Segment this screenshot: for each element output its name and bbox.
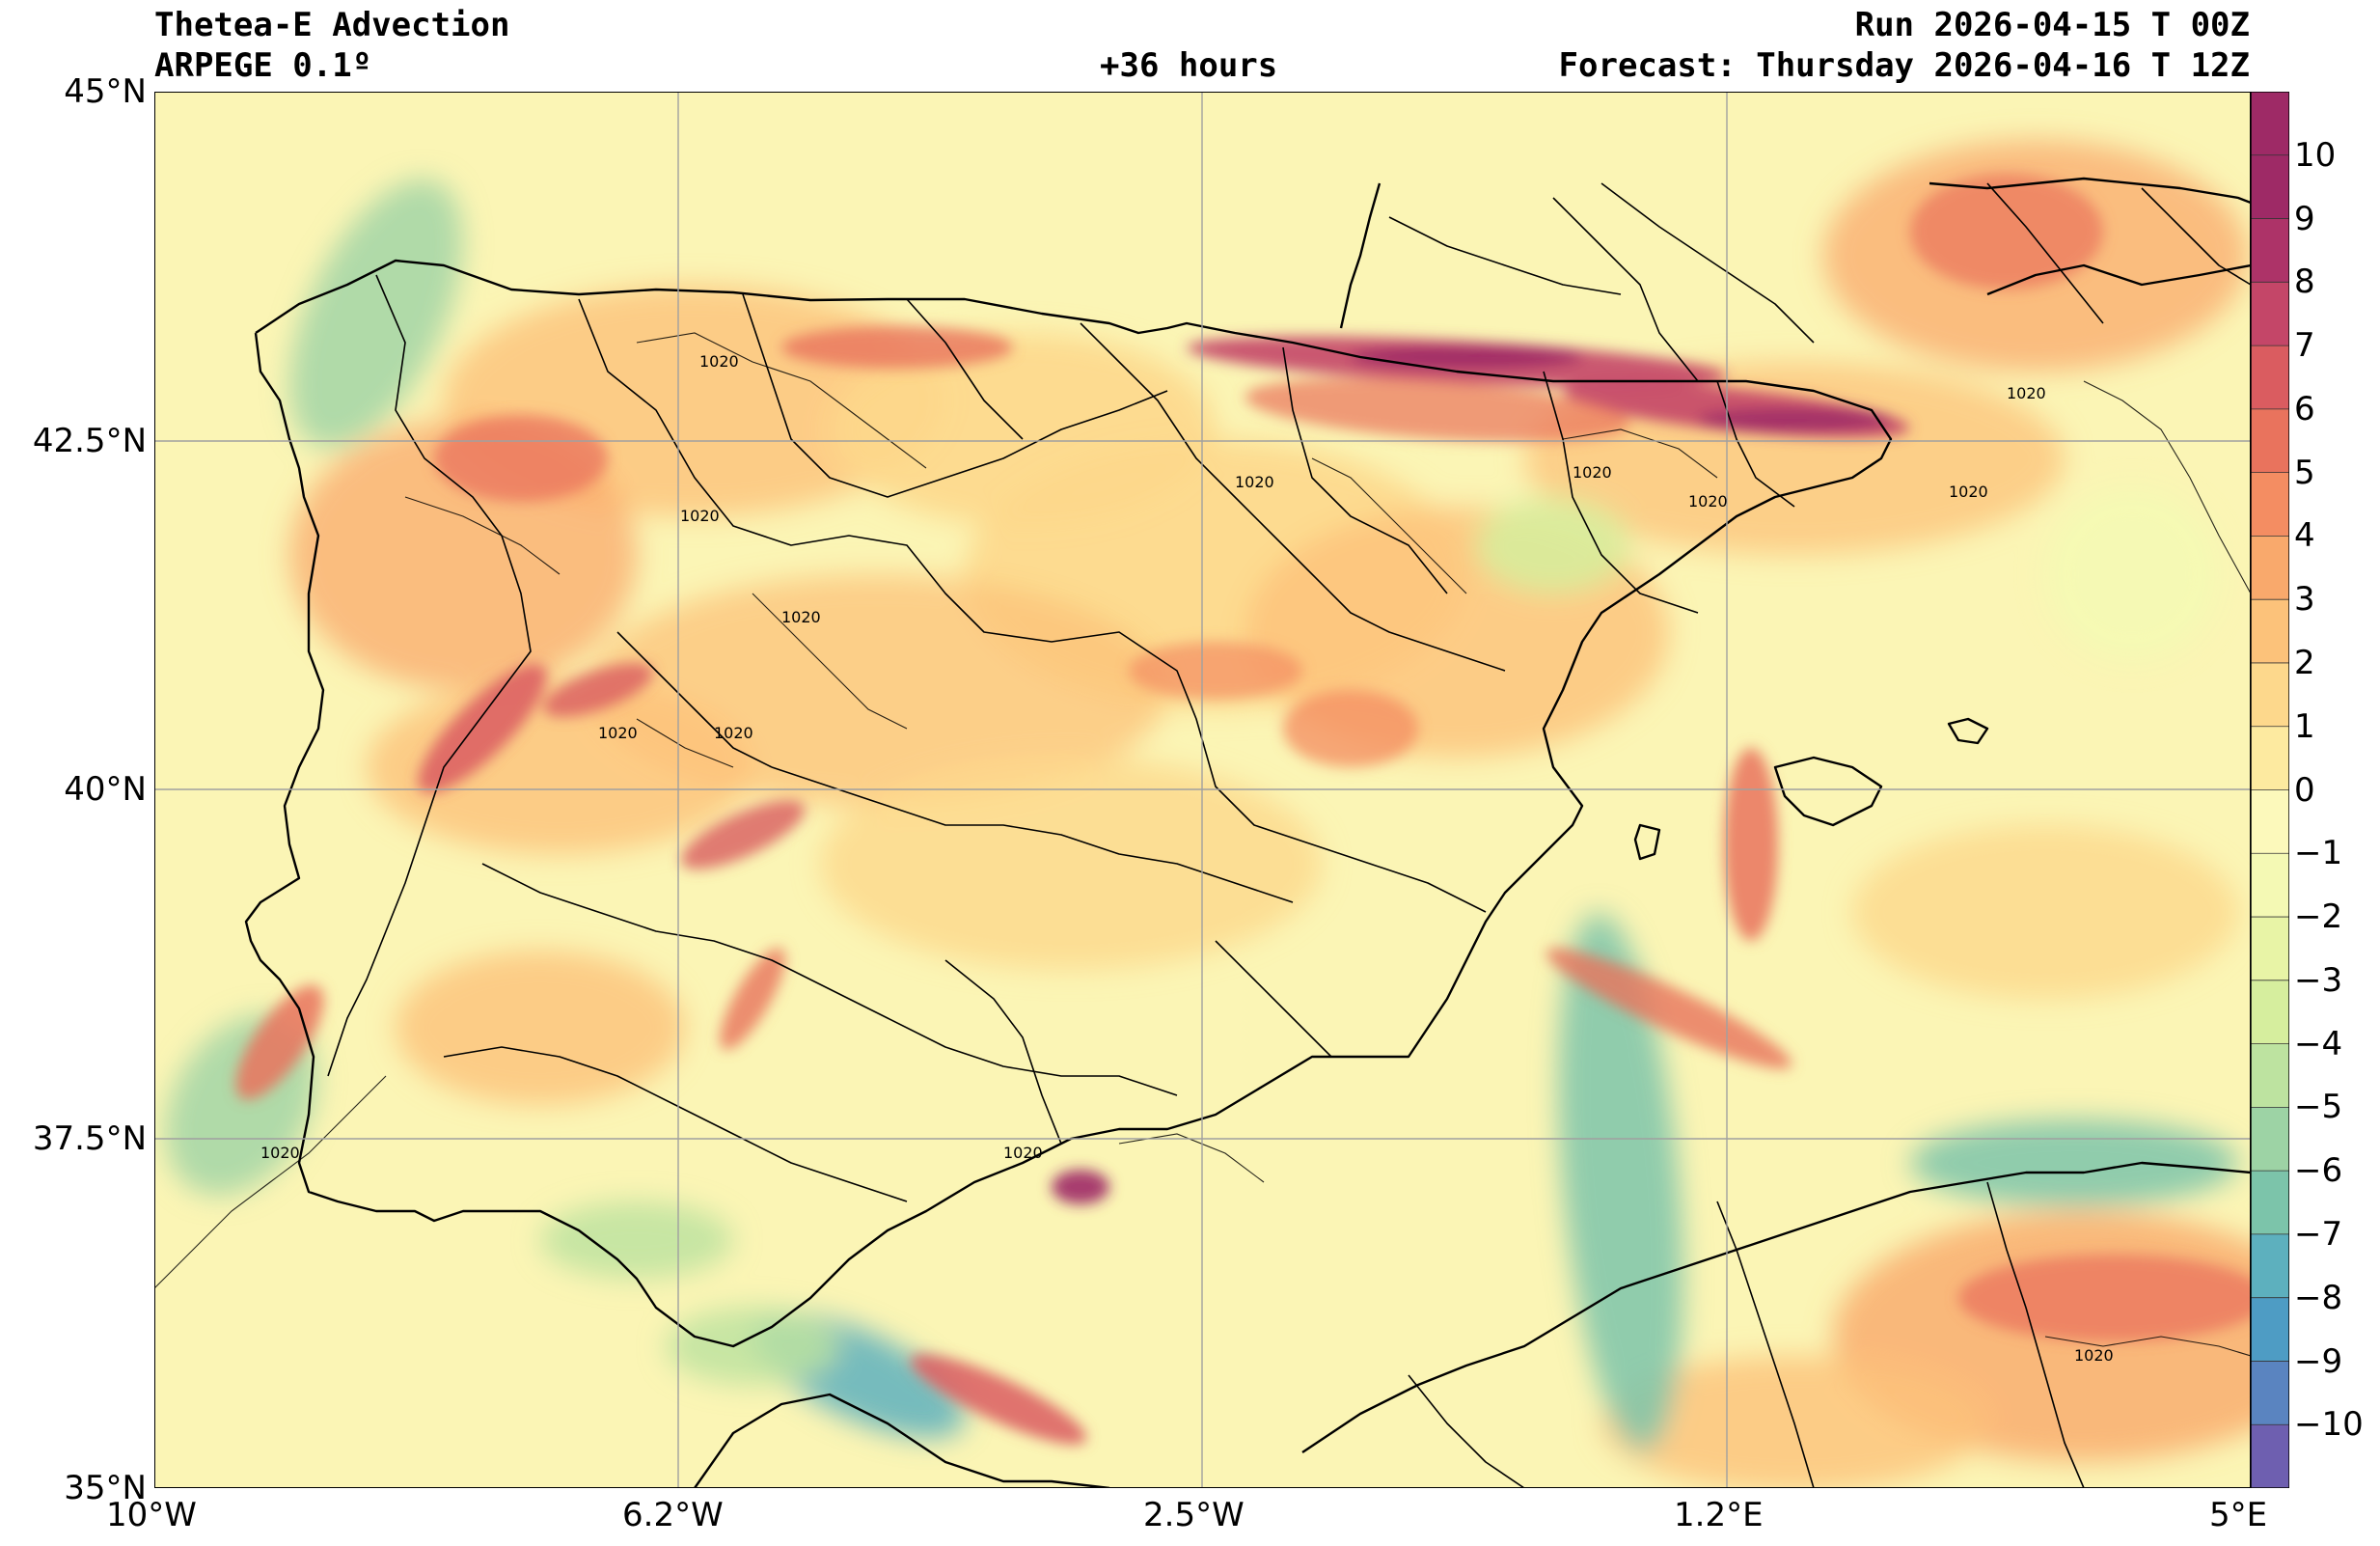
isobar-label: 1020 — [2007, 384, 2046, 402]
colorbar-tick-label: −1 — [2294, 834, 2343, 873]
colorbar-tick-label: −7 — [2294, 1214, 2343, 1254]
colorbar-band — [2251, 1043, 2289, 1108]
run-time-label: Run 2026-04-15 T 00Z — [1854, 6, 2250, 44]
colorbar-band — [2251, 282, 2289, 346]
graticule — [154, 92, 2251, 1488]
colorbar-band — [2251, 472, 2289, 538]
isobar-label: 1020 — [1235, 473, 1274, 491]
ibiza — [1633, 823, 1661, 861]
colorbar-band — [2251, 853, 2289, 918]
map-title: Thetea-E Advection — [154, 6, 510, 44]
colorbar-tick-label: 5 — [2294, 453, 2315, 492]
colorbar-tick-label: 0 — [2294, 770, 2315, 810]
colorbar-band — [2251, 154, 2289, 220]
isobar-label: 1020 — [260, 1144, 300, 1162]
colorbar-tick-label: −4 — [2294, 1024, 2343, 1063]
lon-label-6-2w: 6.2°W — [622, 1496, 724, 1534]
coastlines — [244, 177, 2251, 1488]
isobar-labels: 1020 1020 1020 1020 1020 1020 1020 1020 … — [260, 352, 2114, 1365]
lat-label-37-5n: 37.5°N — [32, 1119, 147, 1158]
lead-time-label: +36 hours — [1100, 46, 1278, 85]
lat-label-40n: 40°N — [64, 770, 147, 809]
colorbar-tick-label: 7 — [2294, 326, 2315, 366]
colorbar-tick-label: −10 — [2294, 1405, 2364, 1445]
colorbar-tick-label: −9 — [2294, 1341, 2343, 1381]
lon-label-10w: 10°W — [106, 1496, 197, 1534]
colorbar-tick-label: 8 — [2294, 262, 2315, 302]
colorbar-band — [2251, 980, 2289, 1045]
isobar-label: 1020 — [1688, 492, 1728, 511]
colorbar-tick-label: 10 — [2294, 135, 2337, 175]
colorbar-band — [2251, 1297, 2289, 1363]
isobar-label: 1020 — [1003, 1144, 1043, 1162]
colorbar-band — [2251, 789, 2289, 854]
colorbar-band — [2251, 536, 2289, 600]
isobar-label: 1020 — [680, 507, 720, 525]
colorbar-band — [2251, 1233, 2289, 1299]
colorbar-band — [2251, 1424, 2289, 1488]
colorbar-tick-label: 4 — [2294, 516, 2315, 556]
theta-e-advection-map: 1020 1020 1020 1020 1020 1020 1020 1020 … — [154, 92, 2251, 1488]
colorbar-band — [2251, 1171, 2289, 1235]
colorbar-tick-label: 9 — [2294, 199, 2315, 238]
colorbar-tick-label: −8 — [2294, 1278, 2343, 1317]
colorbar-band — [2251, 1107, 2289, 1172]
colorbar-bands — [2251, 92, 2289, 1488]
lat-label-42-5n: 42.5°N — [32, 422, 147, 460]
menorca — [1947, 717, 1989, 745]
isobar-label: 1020 — [1949, 483, 1988, 501]
isobar-label: 1020 — [2074, 1346, 2114, 1365]
colorbar-tick-label: −5 — [2294, 1088, 2343, 1127]
mallorca — [1773, 756, 1883, 827]
lat-label-35n: 35°N — [64, 1469, 147, 1507]
colorbar-tick-label: 6 — [2294, 389, 2315, 428]
colorbar-band — [2251, 917, 2289, 981]
colorbar-tick-label: −2 — [2294, 897, 2343, 936]
colorbar-band — [2251, 218, 2289, 283]
isobar-label: 1020 — [598, 724, 638, 742]
advection-maxima — [235, 174, 2251, 1445]
colorbar-band — [2251, 726, 2289, 791]
colorbar-tick-label: 3 — [2294, 580, 2315, 620]
isobar-label: 1020 — [781, 608, 821, 626]
colorbar — [2251, 92, 2289, 1488]
isobar-label: 1020 — [714, 724, 753, 742]
colorbar-band — [2251, 408, 2289, 474]
colorbar-band — [2251, 599, 2289, 664]
colorbar-tick-label: 1 — [2294, 706, 2315, 746]
model-label: ARPEGE 0.1º — [154, 46, 372, 85]
lon-label-2-5w: 2.5°W — [1143, 1496, 1245, 1534]
isobar-label: 1020 — [699, 352, 739, 371]
lon-label-5e: 5°E — [2209, 1496, 2268, 1534]
colorbar-tick-label: −3 — [2294, 960, 2343, 1000]
colorbar-band — [2251, 345, 2289, 410]
colorbar-band — [2251, 92, 2289, 156]
colorbar-band — [2251, 1361, 2289, 1425]
colorbar-band — [2251, 662, 2289, 728]
forecast-time-label: Forecast: Thursday 2026-04-16 T 12Z — [1558, 46, 2250, 85]
lat-label-45n: 45°N — [64, 72, 147, 111]
colorbar-tick-label: −6 — [2294, 1151, 2343, 1191]
isobar-label: 1020 — [1573, 463, 1612, 482]
colorbar-tick-label: 2 — [2294, 644, 2315, 682]
lon-label-1-2e: 1.2°E — [1674, 1496, 1764, 1534]
